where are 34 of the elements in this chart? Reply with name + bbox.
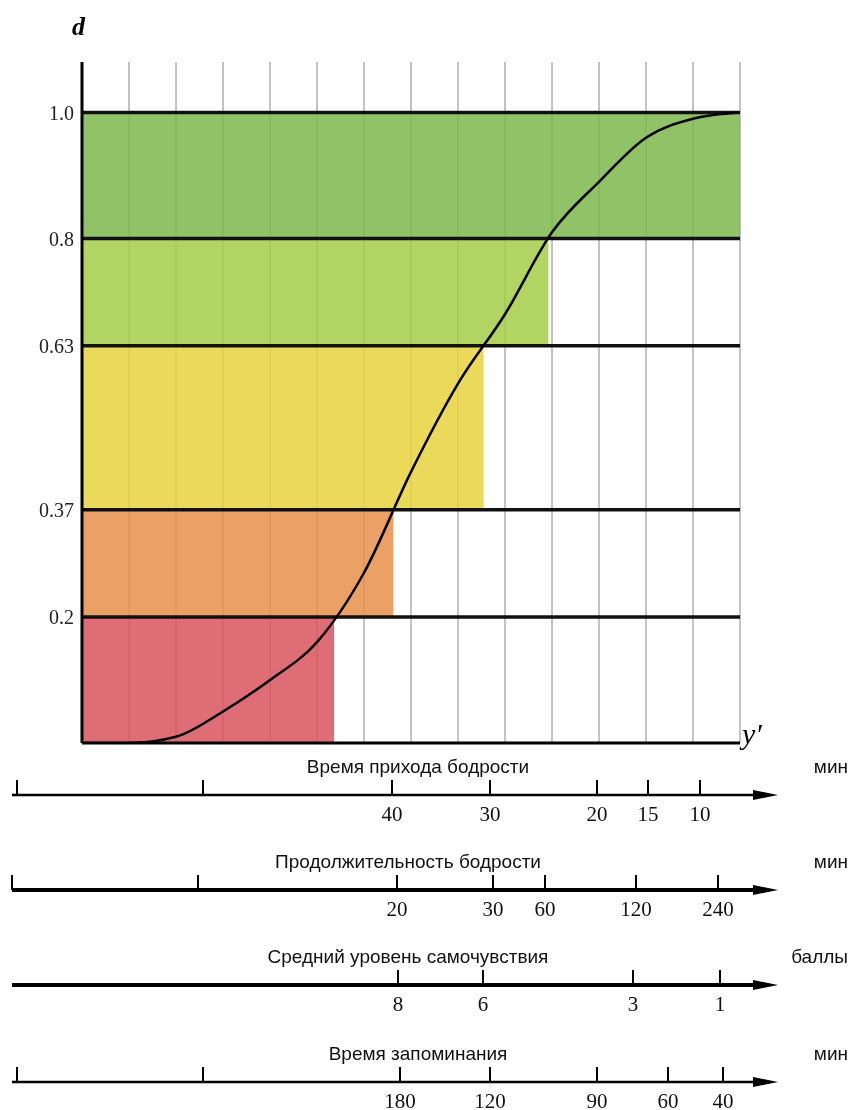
y-tick-label: 0.2	[49, 605, 74, 628]
text: 120	[474, 1089, 506, 1110]
text: 30	[482, 897, 504, 921]
x-axis-title: y′	[739, 717, 763, 751]
text: мин	[813, 756, 848, 777]
y-tick-label: 1.0	[49, 101, 74, 124]
text: Средний уровень самочувствия	[267, 946, 549, 967]
text: Время прихода бодрости	[306, 756, 530, 777]
text: 20	[586, 802, 608, 826]
text: 6	[477, 992, 489, 1016]
text: 120	[620, 897, 652, 921]
text: 3	[627, 992, 639, 1016]
text: 240	[702, 897, 734, 921]
text: 8	[392, 992, 404, 1016]
text: 10	[689, 802, 711, 826]
y-tick-label: 0.8	[49, 227, 74, 250]
text: 1	[714, 992, 726, 1016]
text: мин	[813, 851, 848, 872]
text: 90	[586, 1089, 608, 1110]
text: 15	[637, 802, 659, 826]
text: 60	[534, 897, 556, 921]
text: баллы	[791, 946, 848, 967]
text: 30	[479, 802, 501, 826]
text: 40	[712, 1089, 734, 1110]
text: 60	[657, 1089, 679, 1110]
y-tick-label: 0.63	[39, 334, 74, 357]
text: 180	[384, 1089, 416, 1110]
text: 20	[386, 897, 408, 921]
y-tick-label: 0.37	[39, 498, 74, 521]
text: Время запоминания	[328, 1043, 508, 1064]
text: мин	[813, 1043, 848, 1064]
text: Продолжительность бодрости	[275, 851, 541, 872]
text: 40	[381, 802, 403, 826]
y-axis-title: d	[72, 12, 86, 42]
